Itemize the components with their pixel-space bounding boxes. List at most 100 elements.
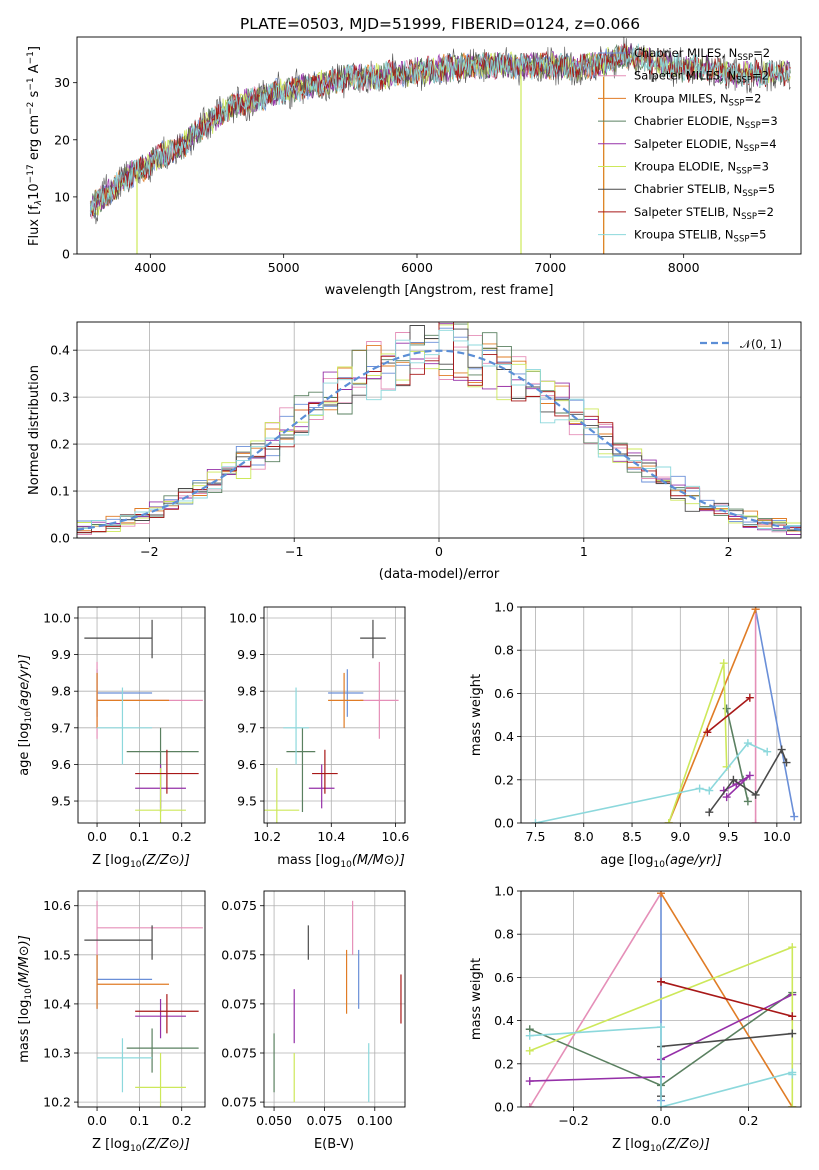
weight-marker-kroupa_elodie (788, 1103, 797, 1107)
y-axis-label: Flux [fλ10−17 erg cm−2 s−1 A−1] (26, 46, 44, 246)
axes-frame (520, 890, 802, 1108)
x-tick-label: 7.5 (526, 829, 546, 844)
weight-line-salpeter_elodie (723, 774, 751, 798)
weight-marker-chabrier_stelib (729, 775, 738, 784)
y-tick-label: 0 (62, 247, 70, 262)
y-tick-label: 9.5 (51, 794, 71, 809)
x-tick-label: −0.2 (558, 1113, 588, 1128)
plot-area (77, 322, 801, 535)
weight-marker-kroupa_stelib (763, 747, 772, 756)
weight-marker-kroupa_elodie (664, 819, 673, 823)
y-tick-label: 20 (54, 132, 70, 147)
weight-marker-salpeter_miles (751, 819, 760, 823)
x-tick-label: 0.1 (129, 1113, 149, 1128)
plot-area (525, 891, 797, 1107)
weight-marker-salpeter_stelib (657, 977, 665, 986)
y-tick-label: 0.2 (494, 772, 514, 787)
y-tick-label: 9.7 (51, 720, 71, 735)
y-tick-label: 10 (54, 189, 70, 204)
y-tick-label: 9.6 (51, 757, 71, 772)
weight-marker-kroupa_stelib (657, 1103, 665, 1107)
weight-line-salpeter_stelib (660, 980, 793, 1018)
y-tick-label: 30 (54, 75, 70, 90)
weight-marker-kroupa_stelib (657, 1023, 665, 1032)
y-axis-label: Normed distribution (27, 365, 42, 495)
y-tick-label: 9.5 (237, 794, 257, 809)
weight-marker-kroupa_elodie (788, 943, 797, 952)
x-tick-label: 10.6 (381, 829, 409, 844)
y-tick-label: 0.2 (494, 1056, 514, 1071)
x-tick-label: 9.0 (670, 829, 690, 844)
y-tick-label: 1.0 (494, 600, 514, 615)
x-axis-label: Z [log10(Z/Z⊙)] (92, 1137, 190, 1154)
x-axis-label: Z [log10(Z/Z⊙)] (92, 853, 190, 870)
weight-line-salpeter_miles (529, 892, 662, 1107)
x-axis-label: mass [log10(M/M⊙)] (277, 853, 405, 870)
weight-line-kroupa_elodie (667, 662, 728, 823)
plot-area (273, 900, 402, 1103)
plot-area (89, 37, 791, 254)
legend-label: 𝒩(0, 1) (740, 337, 782, 351)
plot-area (84, 619, 203, 823)
weight-marker-chabrier_elodie (722, 704, 731, 713)
histogram-kroupa_stelib (77, 329, 801, 532)
x-tick-label: 0.050 (256, 1113, 292, 1128)
y-tick-label: 0.6 (494, 686, 514, 701)
legend-label: Chabrier STELIB, NSSP=5 (634, 182, 775, 199)
legend-label: Salpeter MILES, NSSP=2 (634, 69, 769, 86)
weight-marker-kroupa_stelib (788, 1070, 797, 1079)
y-axis-label: mass weight (469, 674, 484, 756)
weight-marker-kroupa_stelib (531, 819, 540, 823)
y-tick-label: 0.8 (494, 643, 514, 658)
weight-marker-salpeter_stelib (703, 728, 712, 737)
weight-line-kroupa_miles (667, 608, 757, 823)
weight-marker-kroupa_stelib (695, 784, 704, 793)
y-tick-label: 9.9 (237, 647, 257, 662)
weight-marker-salpeter_elodie (525, 1077, 534, 1086)
y-tick-label: 10.2 (43, 1095, 71, 1110)
weight-marker-chabrier_miles (790, 812, 799, 821)
y-tick-label: 0.0 (494, 816, 514, 831)
weight-marker-salpeter_stelib (745, 693, 754, 702)
weight-marker-chabrier_stelib (788, 1029, 797, 1038)
panel-spectrum: 4000 5000 6000 7000 8000 0 10 20 30 Chabrier MILE… (26, 36, 802, 298)
y-tick-label: 0.3 (50, 390, 70, 405)
x-tick-label: 4000 (134, 260, 166, 275)
weight-marker-kroupa_miles (751, 607, 760, 614)
y-tick-label: 10.4 (43, 996, 71, 1011)
x-tick-label: 0.075 (307, 1113, 343, 1128)
y-tick-label: 0.075 (221, 1095, 257, 1110)
y-tick-label: 9.8 (51, 684, 71, 699)
weight-marker-salpeter_elodie (722, 793, 731, 802)
y-tick-label: 0.0 (494, 1100, 514, 1115)
y-tick-label: 10.0 (43, 610, 71, 625)
y-tick-label: 9.9 (51, 647, 71, 662)
y-tick-label: 9.8 (237, 684, 257, 699)
axes-frame (263, 890, 406, 1108)
y-tick-label: 9.6 (237, 757, 257, 772)
weight-marker-chabrier_stelib (751, 790, 760, 799)
weight-marker-kroupa_stelib (743, 739, 752, 748)
weight-line-kroupa_stelib (535, 742, 768, 823)
normal-curve (77, 349, 801, 531)
x-tick-label: 8.0 (574, 829, 594, 844)
panel-z-age: 0.0 0.1 0.2 9.5 9.6 9.7 9.8 9.9 10.0 Z [log10(Z/Z… (17, 606, 206, 870)
x-tick-label: 6000 (401, 260, 433, 275)
weight-marker-chabrier_stelib (777, 745, 786, 754)
weight-line-chabrier_stelib (660, 1032, 793, 1097)
figure-title: PLATE=0503, MJD=51999, FIBERID=0124, z=0… (240, 15, 640, 33)
legend-label: Chabrier ELODIE, NSSP=3 (634, 114, 778, 131)
x-axis-label: age [log10(age/yr)] (600, 853, 722, 870)
weight-marker-salpeter_elodie (745, 771, 754, 780)
x-tick-label: 10.2 (253, 829, 281, 844)
x-axis-label: E(B-V) (314, 1137, 354, 1152)
plot-area (264, 619, 399, 823)
legend-label: Kroupa ELODIE, NSSP=3 (634, 160, 769, 177)
x-tick-label: 1 (580, 544, 588, 559)
weight-line-kroupa_stelib (529, 1026, 794, 1107)
weight-marker-kroupa_stelib (525, 1031, 534, 1040)
x-tick-label: 0.0 (87, 829, 107, 844)
panel-mass-age: 10.2 10.4 10.6 9.5 9.6 9.7 9.8 9.9 10.0 mass [log… (229, 606, 409, 870)
weight-marker-chabrier_stelib (782, 758, 791, 767)
